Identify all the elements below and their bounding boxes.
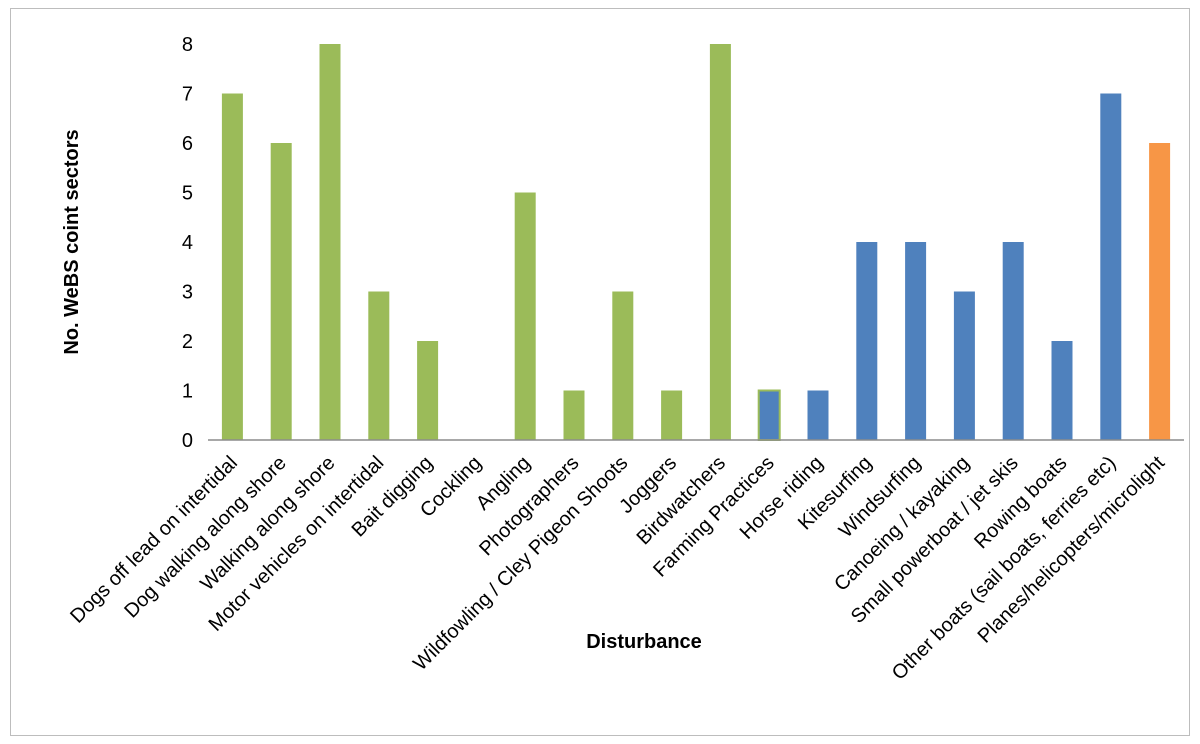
bar — [1002, 242, 1024, 440]
y-tick-label: 1 — [182, 381, 193, 403]
bar — [856, 242, 878, 440]
bars — [221, 44, 1171, 441]
bar — [221, 93, 243, 440]
bar — [1100, 93, 1122, 440]
y-tick-label: 7 — [182, 84, 193, 106]
bar — [661, 390, 683, 440]
bar — [757, 389, 781, 441]
bar — [807, 390, 829, 440]
bar — [417, 341, 439, 440]
y-tick-label: 6 — [182, 133, 193, 155]
bar — [270, 143, 292, 440]
y-tick-label: 0 — [182, 430, 193, 452]
y-tick-label: 5 — [182, 183, 193, 205]
bar — [953, 291, 975, 440]
bar — [1051, 341, 1073, 440]
y-tick-label: 4 — [182, 232, 193, 254]
y-tick-label: 2 — [182, 331, 193, 353]
bar — [319, 44, 341, 440]
bar — [1149, 143, 1171, 440]
bar — [612, 291, 634, 440]
bar — [563, 390, 585, 440]
bar — [709, 44, 731, 440]
y-tick-label: 8 — [182, 34, 193, 56]
y-tick-label: 3 — [182, 282, 193, 304]
y-axis-ticks: 0 1 2 3 4 5 6 7 8 — [182, 34, 193, 452]
bar — [368, 291, 390, 440]
x-axis-title: Disturbance — [586, 631, 702, 653]
chart-frame — [10, 8, 1190, 736]
y-axis-title: No. WeBS coint sectors — [61, 129, 83, 354]
bar — [905, 242, 927, 440]
bar — [514, 192, 536, 440]
